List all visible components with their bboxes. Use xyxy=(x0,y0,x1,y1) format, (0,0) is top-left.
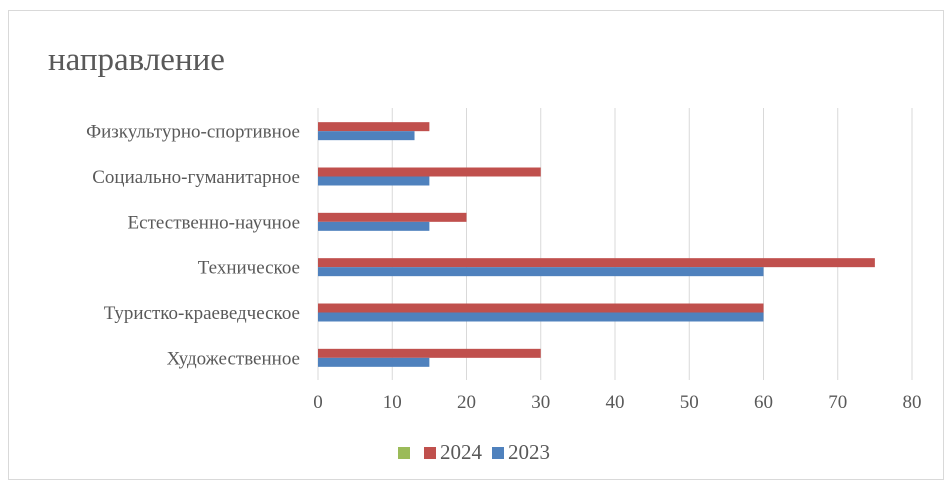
category-label: Техническое xyxy=(198,258,300,279)
bar-2023 xyxy=(318,176,430,186)
bar-2024 xyxy=(318,212,467,222)
bar-2024 xyxy=(318,303,764,313)
legend-item-2024: 2024 xyxy=(424,440,482,465)
bar-2023 xyxy=(318,312,764,322)
x-tick-label-30: 30 xyxy=(531,392,550,413)
bar-2023 xyxy=(318,357,430,367)
category-label: Социально-гуманитарное xyxy=(92,167,300,188)
legend-item-2023: 2023 xyxy=(492,440,550,465)
bar-2024 xyxy=(318,348,541,358)
bar-2024 xyxy=(318,258,875,268)
x-tick-label-60: 60 xyxy=(754,392,773,413)
bar-2024 xyxy=(318,167,541,177)
chart-frame xyxy=(8,10,944,480)
category-label: Туристко-краеведческое xyxy=(104,303,300,324)
bar-2023 xyxy=(318,221,430,231)
legend-swatch-series-3 xyxy=(398,446,410,459)
chart-title: направление xyxy=(48,42,225,78)
x-tick-label-0: 0 xyxy=(313,392,323,413)
x-tick-label-80: 80 xyxy=(903,392,922,413)
category-label: Художественное xyxy=(167,348,300,369)
x-tick-label-50: 50 xyxy=(680,392,699,413)
legend: 2024 2023 xyxy=(398,440,560,465)
x-tick-label-10: 10 xyxy=(383,392,402,413)
category-label: Естественно-научное xyxy=(128,212,300,233)
bar-2024 xyxy=(318,122,430,132)
category-label: Физкультурно-спортивное xyxy=(86,122,300,143)
legend-swatch-2023 xyxy=(492,446,504,459)
bar-2023 xyxy=(318,131,415,141)
legend-label-2023: 2023 xyxy=(508,440,550,464)
legend-swatch-2024 xyxy=(424,446,436,459)
x-tick-label-40: 40 xyxy=(606,392,625,413)
legend-label-2024: 2024 xyxy=(440,440,482,464)
x-tick-label-20: 20 xyxy=(457,392,476,413)
x-tick-label-70: 70 xyxy=(828,392,847,413)
legend-item-series-3 xyxy=(398,446,414,459)
bar-2023 xyxy=(318,267,764,277)
